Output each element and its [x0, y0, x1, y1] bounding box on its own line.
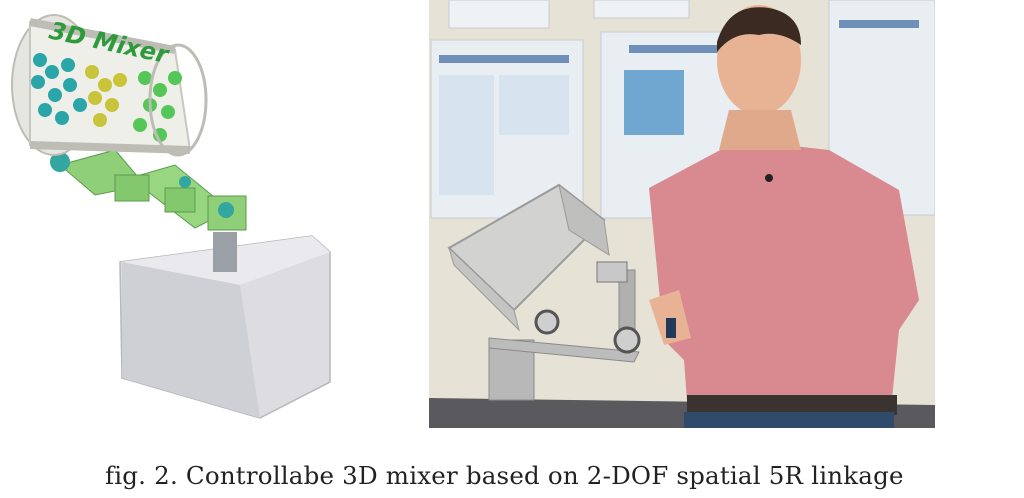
person-mic	[765, 174, 773, 182]
mixer-arm	[488, 337, 640, 363]
joint	[50, 152, 70, 172]
mixer-joint	[613, 326, 641, 354]
post	[213, 232, 237, 272]
base-front	[122, 262, 260, 418]
balls-teal	[31, 53, 87, 125]
person-hand	[649, 290, 691, 345]
drum-bar	[29, 18, 176, 54]
mixer-render-drawing: 3D Mixer	[11, 14, 331, 419]
poster-top	[593, 0, 690, 19]
poster-top	[448, 0, 550, 29]
prototype-photo	[429, 0, 935, 428]
mixer-render-image: 3D Mixer	[0, 0, 345, 430]
person-shirt	[649, 140, 919, 428]
person-belt	[687, 395, 897, 415]
mixer-joint-block	[596, 261, 628, 283]
balls-yellow	[85, 65, 127, 127]
link-joint-block	[164, 187, 196, 213]
mixer-drum-side	[447, 246, 520, 332]
person-watch	[666, 318, 676, 338]
joint	[179, 176, 191, 188]
drum-bar	[29, 141, 191, 154]
prototype-photo-drawing	[429, 0, 935, 428]
person-neck	[719, 110, 801, 150]
mixer-joint	[534, 309, 560, 335]
link-joint-block	[114, 174, 150, 202]
joint	[218, 202, 234, 218]
mixer-drum-side	[558, 183, 610, 256]
drum-front-ring	[148, 43, 208, 157]
person-jeans	[684, 412, 894, 428]
figure-caption: fig. 2. Controllabe 3D mixer based on 2-…	[105, 461, 904, 490]
person-hair	[717, 7, 801, 52]
